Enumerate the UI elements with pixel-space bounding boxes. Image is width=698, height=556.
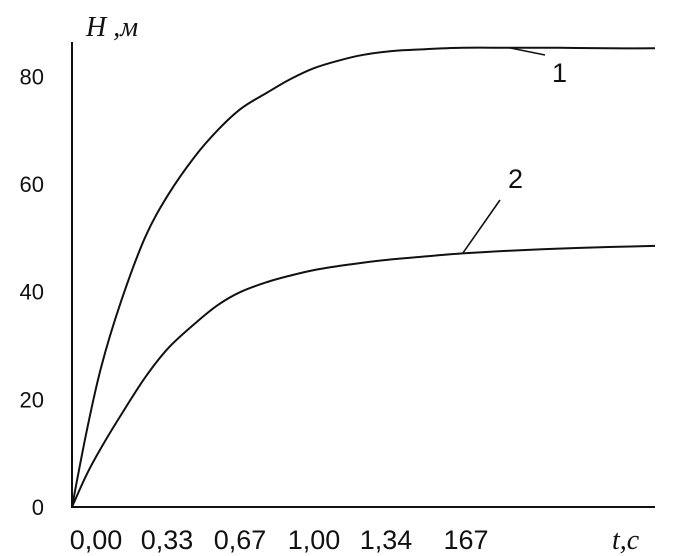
y-tick-label: 0 xyxy=(32,495,44,520)
series-label-1: 1 xyxy=(552,58,567,88)
y-tick-label: 20 xyxy=(20,387,44,412)
x-tick-label: 1,00 xyxy=(288,525,341,555)
series-line-1 xyxy=(71,46,656,508)
y-tick-label: 60 xyxy=(20,172,44,197)
y-tick-label: 40 xyxy=(20,280,44,305)
callout-line-2 xyxy=(461,199,501,254)
series-label-2: 2 xyxy=(508,164,523,194)
series-line-2 xyxy=(71,244,656,508)
x-tick-label: 0,00 xyxy=(70,525,123,555)
x-tick-label: 0,67 xyxy=(214,525,267,555)
x-tick-labels: 0,00 0,33 0,67 1,00 1,34 167 xyxy=(70,525,489,555)
axes xyxy=(71,42,655,508)
y-tick-labels: 0 20 40 60 80 xyxy=(20,64,44,520)
x-tick-label: 167 xyxy=(443,525,488,555)
y-tick-label: 80 xyxy=(20,64,44,89)
x-axis-label: t,c xyxy=(612,525,640,556)
x-tick-label: 0,33 xyxy=(141,525,194,555)
series-callouts: 12 xyxy=(461,46,567,254)
callout-line-1 xyxy=(509,46,546,56)
y-axis-label: H ,м xyxy=(85,12,138,43)
series-lines xyxy=(71,46,656,508)
x-tick-label: 1,34 xyxy=(360,525,413,555)
